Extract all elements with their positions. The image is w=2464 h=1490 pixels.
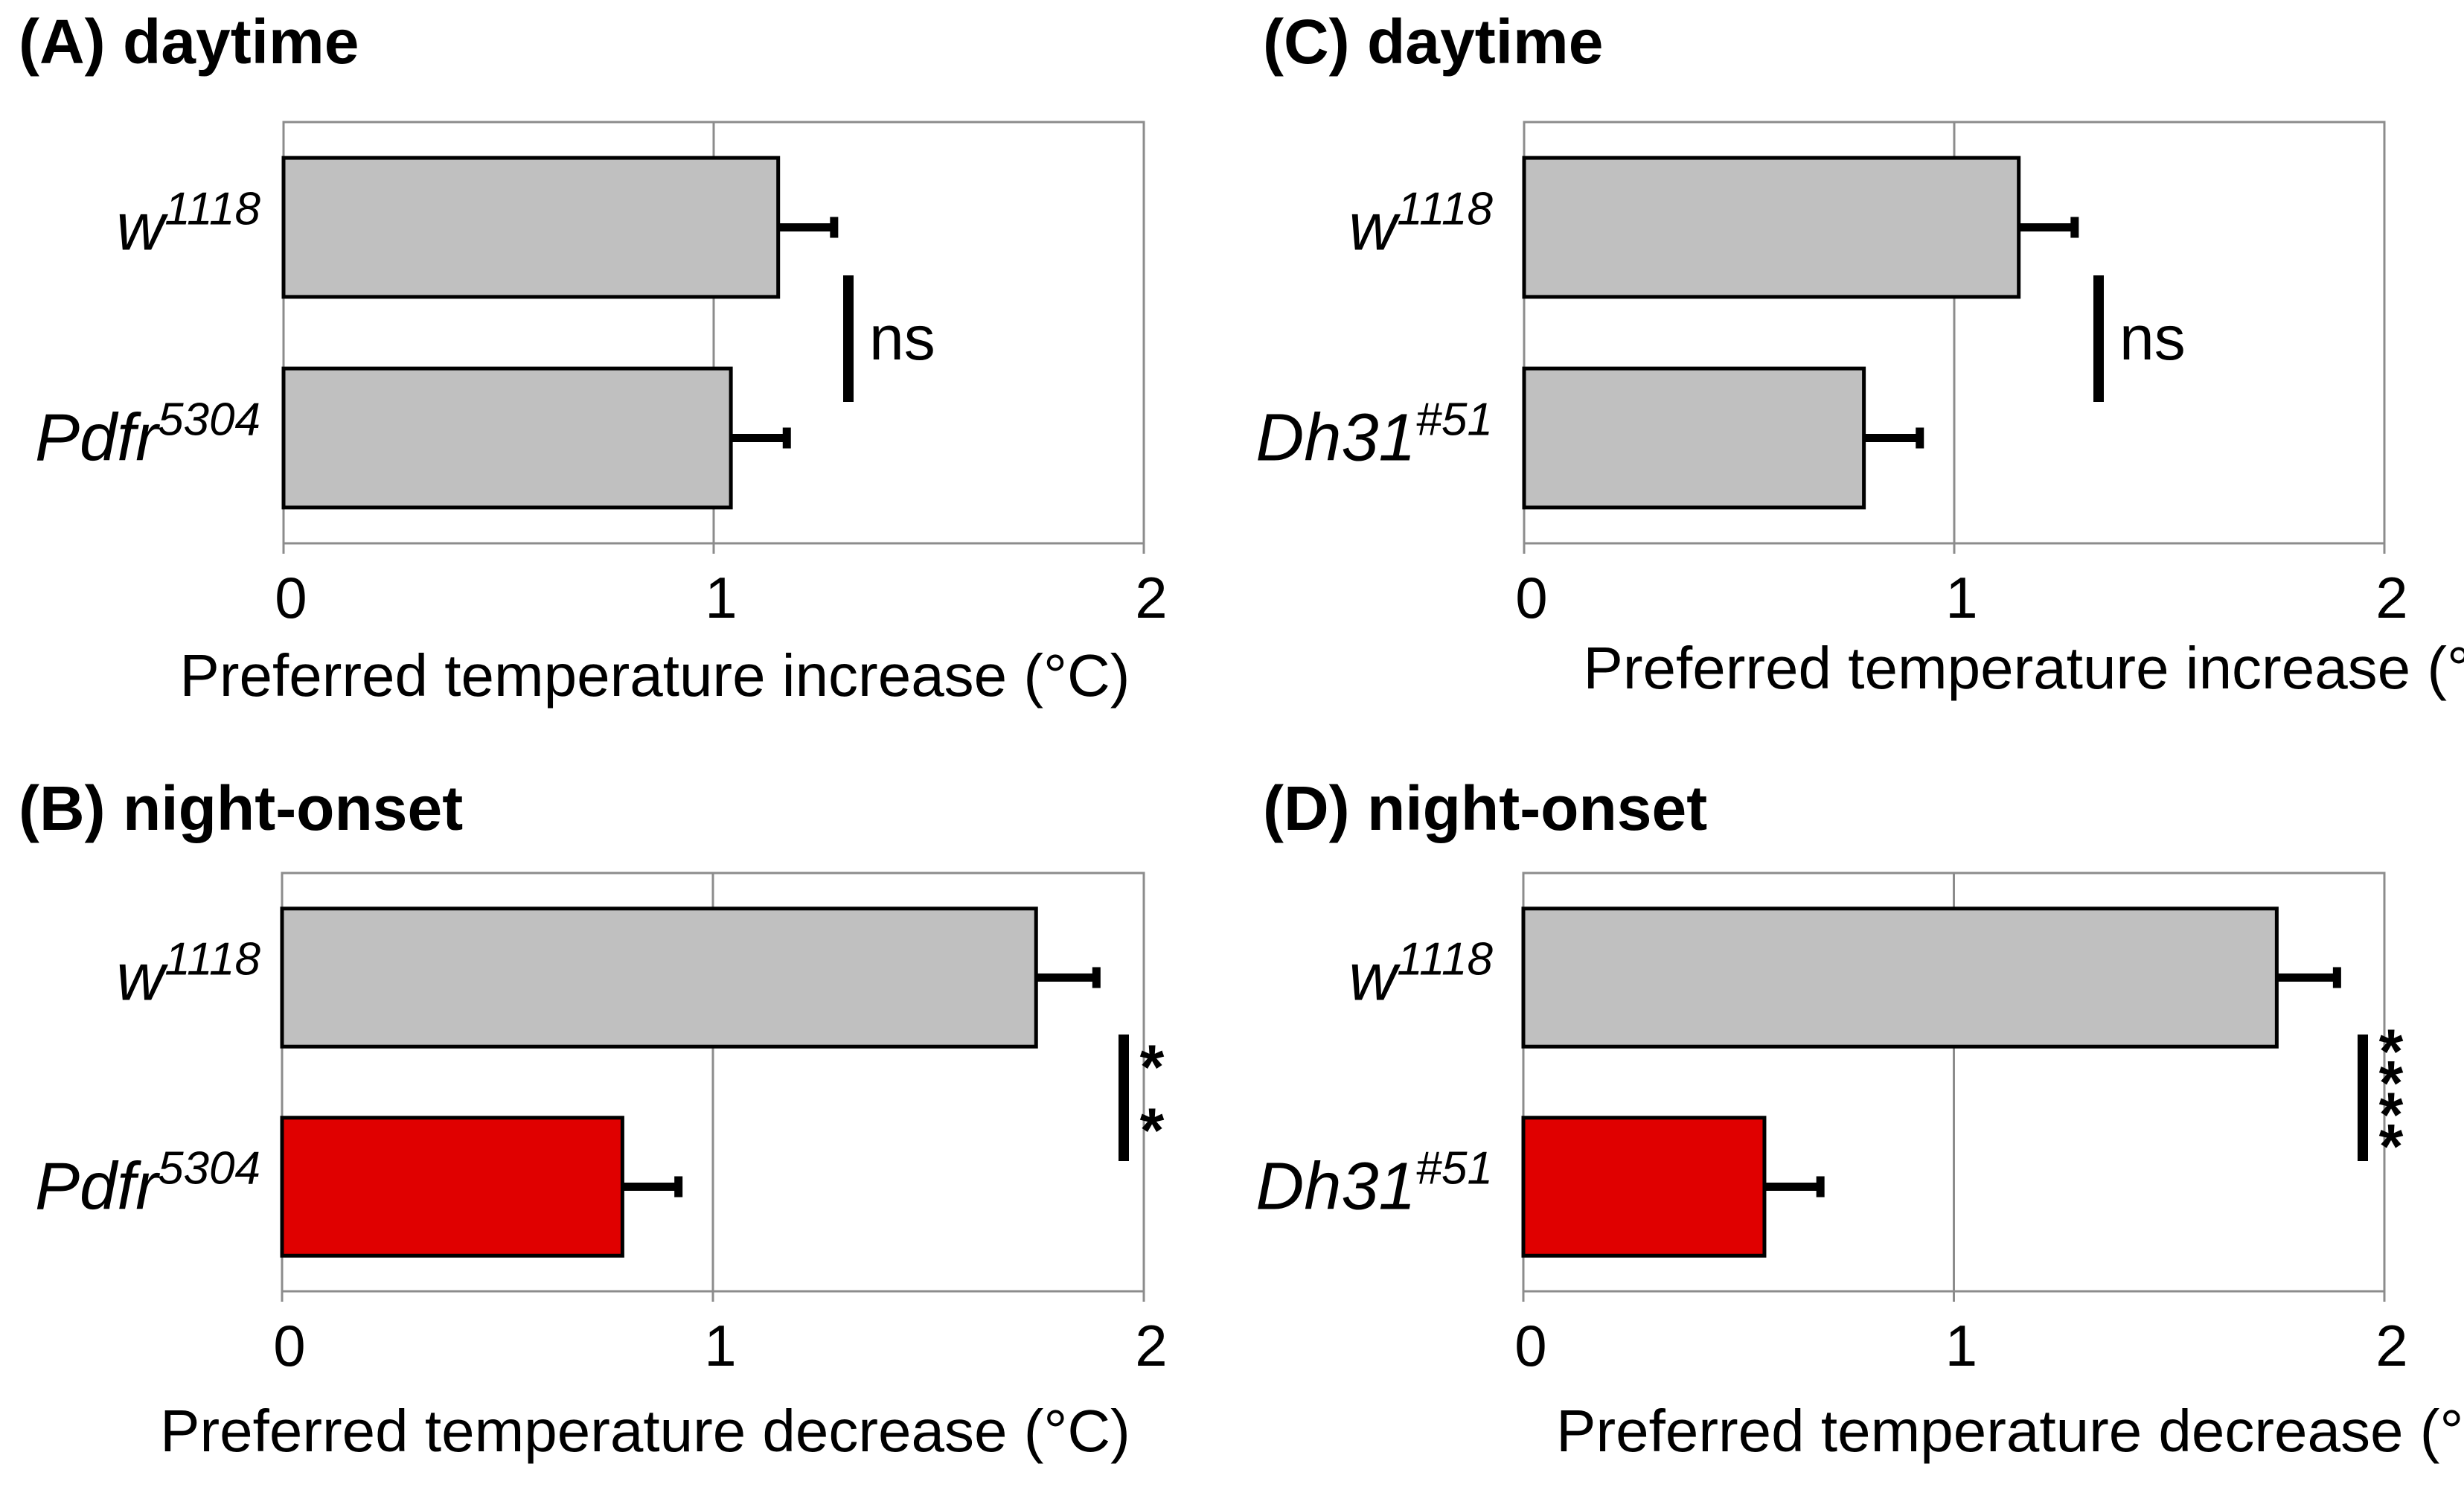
category-label: w1118 <box>1348 934 1493 1015</box>
x-tick-label: 2 <box>1135 1313 1167 1378</box>
significance-star: * <box>2379 1111 2404 1181</box>
significance-star: * <box>2379 1079 2404 1149</box>
significance-star: * <box>2379 1016 2404 1086</box>
chart-title: (C) daytime <box>1263 7 1603 77</box>
x-tick-label: 1 <box>1945 1313 1977 1378</box>
category-label: w1118 <box>116 934 260 1015</box>
x-tick-label: 1 <box>705 565 737 630</box>
category-label: Pdfr5304 <box>35 394 260 476</box>
category-label: w1118 <box>1348 184 1493 265</box>
panel-b-chart: (B) night-onset 0 1 2 w1118 Pdfr5304 ** Preferr… <box>19 773 1168 1464</box>
category-label: Dh31#51 <box>1255 394 1493 476</box>
x-axis-label: Preferred temperature increase (°C) <box>180 642 1130 709</box>
significance-label: ns <box>2119 303 2186 373</box>
chart-title: (A) daytime <box>19 7 359 77</box>
bar <box>281 366 733 510</box>
bar <box>1521 907 2279 1049</box>
bar <box>1522 366 1866 510</box>
x-tick-label: 2 <box>2375 565 2407 630</box>
x-tick-label: 1 <box>704 1313 736 1378</box>
x-axis-label: Preferred temperature decrease (°C) <box>1556 1398 2464 1464</box>
bar <box>280 1116 624 1258</box>
x-axis-label: Preferred temperature decrease (°C) <box>160 1398 1130 1464</box>
significance-label: **** <box>2379 1016 2404 1181</box>
significance-star: * <box>1140 1032 1165 1102</box>
panel-a-chart: (A) daytime 0 1 2 w1118 Pdfr5304 ns Preferred t… <box>19 7 1168 709</box>
x-tick-label: 0 <box>1514 1313 1546 1378</box>
x-tick-label: 0 <box>275 565 307 630</box>
x-tick-label: 2 <box>2375 1313 2407 1378</box>
x-tick-label: 0 <box>273 1313 305 1378</box>
significance-star: * <box>1140 1096 1165 1166</box>
bar <box>1521 1116 1767 1258</box>
significance-label: ** <box>1140 1032 1165 1166</box>
significance-star: * <box>2379 1048 2404 1118</box>
bar <box>1522 156 2021 299</box>
bar <box>280 907 1038 1049</box>
chart-title: (D) night-onset <box>1263 773 1707 843</box>
category-label: Dh31#51 <box>1255 1143 1493 1224</box>
x-axis-label: Preferred temperature increase (°C) <box>1584 635 2464 701</box>
category-label: w1118 <box>116 184 260 265</box>
bar <box>281 156 781 299</box>
x-tick-label: 0 <box>1515 565 1547 630</box>
x-tick-label: 2 <box>1135 565 1167 630</box>
chart-title: (B) night-onset <box>19 773 463 843</box>
significance-label: ns <box>869 303 935 373</box>
category-label: Pdfr5304 <box>35 1143 260 1224</box>
panel-c-chart: (C) daytime 0 1 2 w1118 Dh31#51 ns Preferred te… <box>1255 7 2464 701</box>
x-tick-label: 1 <box>1945 565 1977 630</box>
